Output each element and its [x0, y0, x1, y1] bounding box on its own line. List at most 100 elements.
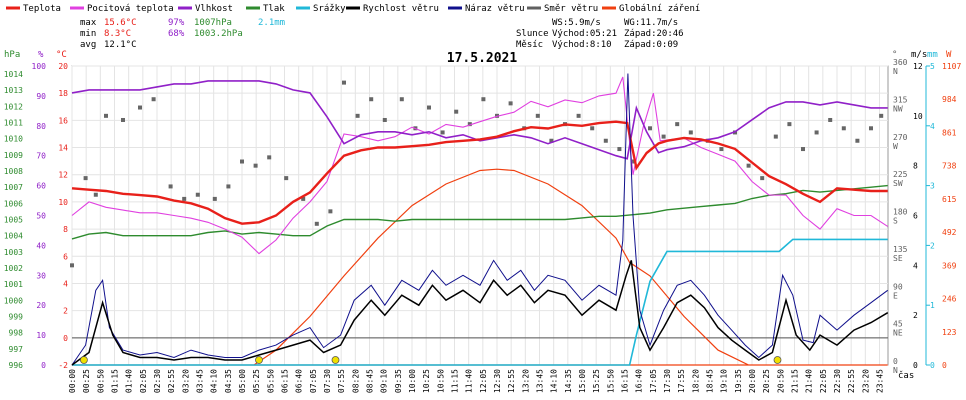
tick-temperature: 12: [58, 171, 68, 180]
tick-temperature: 14: [58, 144, 68, 153]
tick-time: 19:35: [734, 369, 743, 393]
tick-humidity: 30: [36, 271, 46, 280]
tick-time: 22:30: [833, 369, 842, 393]
tick-time: 09:10: [380, 369, 389, 393]
point-wind-direction: [508, 101, 513, 106]
stat-max-temp: 15.6°C: [104, 18, 137, 28]
point-wind-direction: [301, 196, 306, 201]
point-wind-direction: [617, 147, 622, 152]
unit-pct: %: [38, 50, 44, 60]
tick-direction: 180: [893, 208, 908, 217]
tick-time: 07:55: [337, 369, 346, 393]
axes: 9969979989991000100110021003100410051006…: [4, 58, 962, 393]
tick-wind: 6: [913, 212, 918, 221]
tick-temperature: 10: [58, 198, 68, 207]
point-wind-direction: [83, 176, 88, 181]
tick-time: 15:50: [606, 369, 615, 393]
tick-temperature: 16: [58, 116, 68, 125]
tick-time: 06:15: [281, 369, 290, 393]
stat-max-hum: 97%: [168, 18, 185, 28]
point-wind-direction: [631, 159, 635, 164]
tick-time: 03:20: [181, 369, 190, 393]
point-wind-direction: [661, 134, 666, 139]
tick-pressure: 1001: [4, 280, 23, 289]
tick-time: 12:55: [507, 369, 516, 393]
tick-time: 02:05: [139, 369, 148, 393]
point-wind-direction: [399, 97, 404, 102]
point-wind-direction: [195, 192, 200, 197]
tick-rain: 5: [930, 62, 935, 71]
rain-marker: [773, 356, 782, 364]
series-wind-gust: [71, 73, 888, 366]
tick-time: 14:10: [550, 369, 559, 393]
tick-wind: 2: [913, 311, 918, 320]
tick-wind: 4: [913, 261, 918, 270]
stat-max-label: max: [80, 18, 97, 28]
tick-wind: 12: [913, 62, 923, 71]
point-wind-direction: [284, 176, 289, 181]
point-wind-direction: [841, 126, 846, 131]
tick-time: 00:50: [96, 369, 105, 393]
point-wind-direction: [151, 97, 156, 102]
tick-time: 22:55: [847, 369, 856, 393]
tick-temperature: 6: [63, 252, 68, 261]
plot-area: [70, 65, 889, 366]
tick-direction-card: SE: [893, 254, 903, 263]
tick-direction-card: NE: [893, 329, 903, 338]
point-wind-direction: [240, 159, 244, 164]
unit-mm: mm: [927, 50, 938, 60]
tick-time: 06:40: [295, 369, 304, 393]
point-wind-direction: [879, 113, 884, 118]
tick-time: 01:15: [111, 369, 120, 393]
legend-label: Rychlost větru: [363, 4, 439, 14]
point-wind-direction: [70, 263, 74, 268]
tick-time: 13:20: [521, 369, 530, 393]
tick-time: 05:25: [252, 369, 261, 393]
legend-label: Náraz větru: [465, 4, 525, 14]
tick-pressure: 1007: [4, 183, 23, 192]
tick-time: 17:30: [663, 369, 672, 393]
point-wind-direction: [369, 97, 374, 102]
tick-humidity: 90: [36, 92, 46, 101]
point-wind-direction: [328, 209, 333, 214]
point-wind-direction: [760, 176, 765, 181]
unit-rad: W: [946, 50, 952, 60]
unit-temp: °C: [56, 50, 67, 60]
point-wind-direction: [93, 192, 98, 197]
point-wind-direction: [182, 196, 187, 201]
unit-dir: °: [892, 50, 897, 60]
stat-min-hum: 68%: [168, 29, 185, 39]
info-moon-label: Měsíc: [516, 40, 543, 50]
tick-pressure: 1010: [4, 135, 23, 144]
tick-direction-card: S: [893, 217, 898, 226]
point-wind-direction: [814, 130, 819, 135]
tick-direction-card: E: [893, 291, 898, 300]
tick-direction-card: NW: [893, 104, 903, 113]
tick-time: 18:20: [691, 369, 700, 393]
unit-time: čas: [898, 370, 914, 381]
stat-min-label: min: [80, 29, 96, 39]
rain-marker: [331, 356, 340, 364]
tick-time: 20:00: [748, 369, 757, 393]
tick-radiation: 123: [942, 328, 957, 337]
point-wind-direction: [787, 122, 792, 127]
tick-humidity: 20: [36, 301, 46, 310]
tick-time: 02:30: [153, 369, 162, 393]
tick-pressure: 1000: [4, 296, 23, 305]
stat-min-temp: 8.3°C: [104, 29, 131, 39]
tick-direction: 225: [893, 170, 908, 179]
point-wind-direction: [355, 113, 360, 118]
tick-pressure: 997: [9, 345, 24, 354]
tick-radiation: 0: [942, 361, 947, 370]
point-wind-direction: [342, 80, 346, 85]
tick-humidity: 60: [36, 182, 46, 191]
rain-marker: [80, 356, 88, 364]
tick-pressure: 1009: [4, 151, 23, 160]
tick-direction: 45: [893, 320, 903, 329]
point-wind-direction: [168, 184, 173, 189]
tick-direction: 0: [893, 357, 898, 366]
tick-humidity: 80: [36, 122, 46, 131]
tick-radiation: 369: [942, 261, 957, 270]
point-wind-direction: [440, 130, 445, 135]
tick-humidity: 40: [36, 241, 46, 250]
